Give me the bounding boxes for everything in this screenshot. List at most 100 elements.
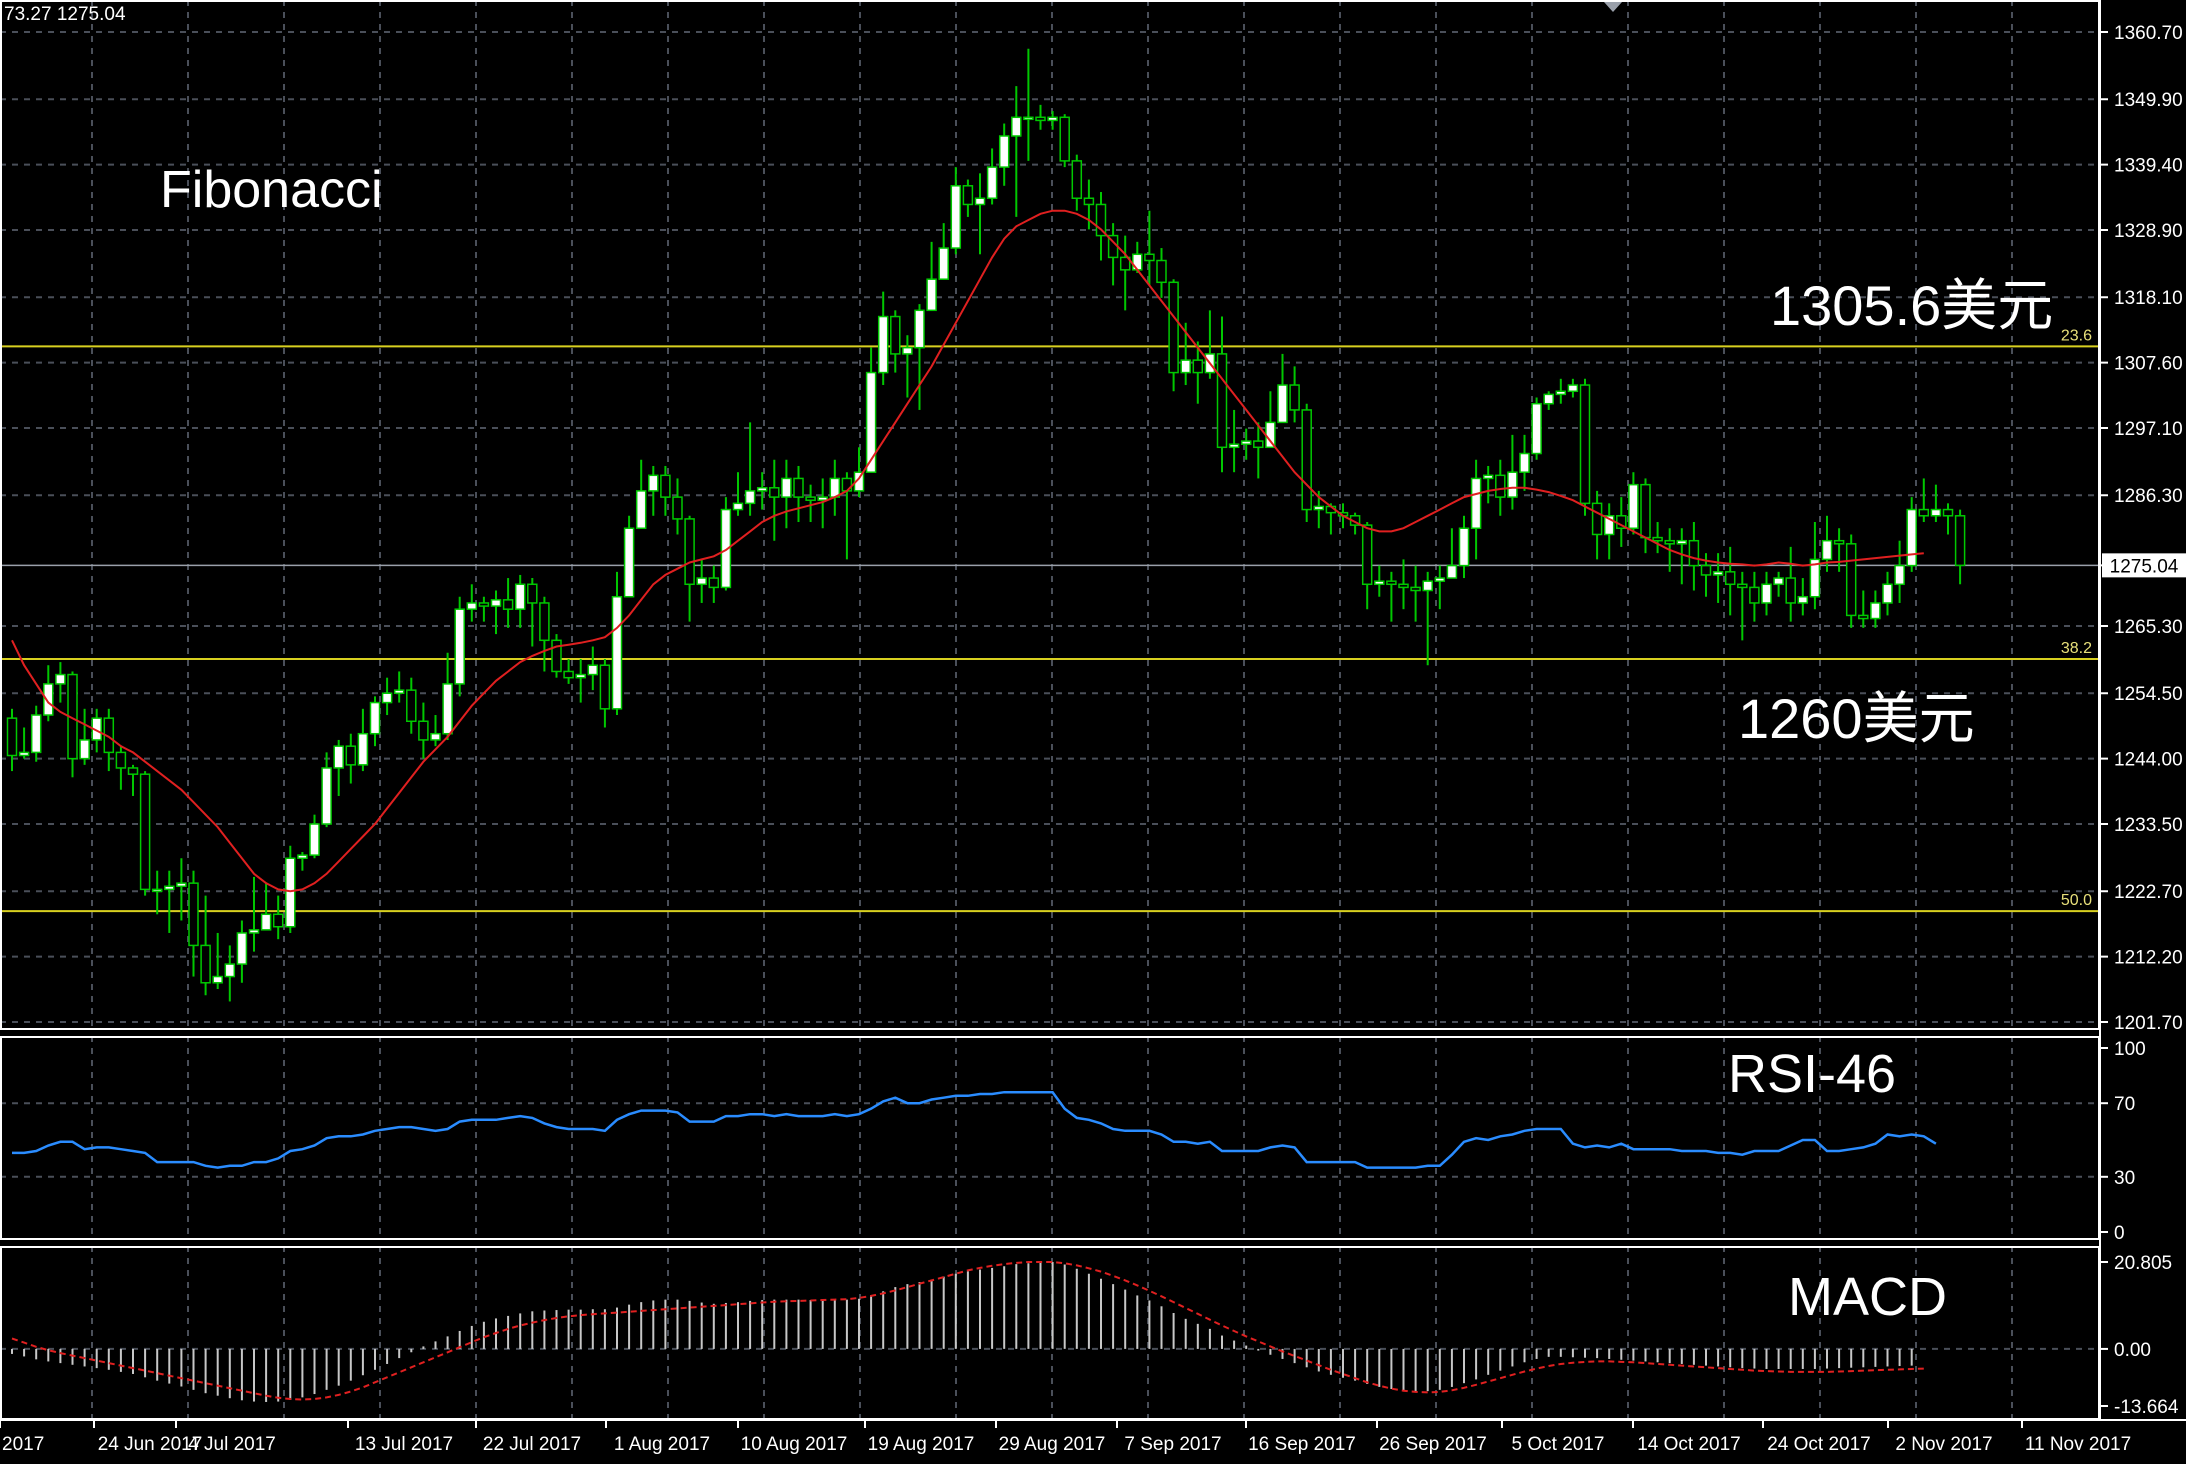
candle-bull: [623, 527, 635, 598]
candle-bull: [1809, 558, 1821, 598]
time-axis-label: 2 Nov 2017: [1895, 1434, 1992, 1455]
candle-bear: [890, 315, 901, 355]
candle-bear: [1724, 571, 1736, 586]
macd-signal-line: [11, 1261, 1924, 1401]
macd-axis-label: 0.00: [2114, 1340, 2151, 1361]
upper-level-annotation: 1305.6美元: [1770, 274, 2053, 337]
candle-bear: [478, 602, 490, 607]
grid: [0, 0, 2100, 1420]
candle-bull: [1132, 253, 1143, 271]
macd-panel: [11, 1261, 1924, 1402]
candle-bear: [1035, 116, 1046, 122]
candle-bull: [1458, 527, 1470, 567]
candle-bull: [926, 278, 937, 312]
candle-bear: [127, 767, 139, 775]
current-price-label: 1275.04: [2110, 556, 2179, 577]
scroll-marker-icon[interactable]: [1604, 2, 1622, 12]
candle-bull: [260, 913, 272, 931]
macd-label: MACD: [1788, 1267, 1947, 1327]
candle-bull: [1821, 539, 1833, 561]
candle-bull: [151, 888, 163, 893]
candle-bull: [974, 197, 986, 206]
candle-bear: [1059, 116, 1070, 162]
candle-bull: [829, 477, 841, 498]
candle-bull: [514, 583, 526, 610]
candle-bear: [539, 602, 550, 642]
candle-bear: [1361, 524, 1373, 586]
candle-bull: [1603, 515, 1615, 536]
price-axis-label: 1307.60: [2114, 354, 2183, 375]
candle-bull: [1676, 539, 1688, 545]
candle-bear: [1301, 409, 1312, 511]
candle-bull: [635, 490, 647, 529]
candle-bull: [853, 471, 865, 492]
fibonacci-levels: 23.6 38.2 50.0: [0, 327, 2100, 913]
candle-bull: [1228, 443, 1240, 449]
time-axis-label: 26 Sep 2017: [1379, 1434, 1487, 1455]
candle-bull: [902, 346, 913, 355]
candle-bull: [55, 673, 66, 685]
time-axis-label: 2017: [2, 1434, 44, 1455]
candle-bull: [333, 745, 344, 769]
candle-bear: [1954, 515, 1966, 567]
time-axis-label: 24 Jun 2017: [98, 1434, 203, 1455]
candle-bull: [1470, 477, 1482, 529]
candle-bull: [914, 309, 925, 349]
time-axis-label: 7 Sep 2017: [1124, 1434, 1221, 1455]
candle-bull: [176, 882, 187, 888]
candle-bear: [1942, 508, 1954, 517]
rsi-line: [12, 1090, 1937, 1169]
time-axis-label: 4 Jul 2017: [188, 1434, 276, 1455]
candle-bull: [236, 932, 248, 965]
candle-bull: [865, 371, 877, 473]
price-axis-label: 1201.70: [2114, 1013, 2183, 1034]
candle-bull: [1240, 440, 1252, 445]
candle-bear: [115, 751, 127, 769]
candle-bull: [756, 487, 768, 492]
candle-bear: [272, 913, 284, 928]
candle-bear: [660, 474, 671, 498]
candle-bull: [466, 602, 478, 610]
candle-bull: [1482, 474, 1494, 480]
candle-bear: [962, 185, 974, 206]
price-axis: 1360.70 1349.90 1339.40 1328.90 1318.10 1307.…: [2100, 23, 2186, 1418]
candle-bull: [1797, 595, 1809, 604]
candle-bear: [1119, 256, 1131, 271]
candle-bull: [1531, 402, 1542, 455]
candle-bear: [1144, 253, 1155, 262]
candle-bull: [1446, 564, 1458, 579]
candle-bull: [79, 739, 90, 760]
candle-bull: [1434, 577, 1446, 582]
candle-bull: [1374, 580, 1385, 586]
fib-level-label: 38.2: [2061, 640, 2092, 657]
price-axis-label: 1286.30: [2114, 486, 2183, 507]
candle-bull: [1930, 508, 1942, 517]
rsi-panel: [12, 1090, 1937, 1169]
candle-bear: [406, 689, 417, 723]
price-candles: [6, 48, 1966, 1002]
candle-bear: [1410, 586, 1421, 592]
candle-bull: [1422, 580, 1433, 592]
candle-bull: [1543, 393, 1554, 405]
candle-bull: [1882, 583, 1893, 604]
candle-bear: [551, 639, 562, 673]
time-axis-label: 10 Aug 2017: [741, 1434, 848, 1455]
macd-axis-label: -13.664: [2114, 1397, 2179, 1418]
candle-bear: [1833, 539, 1845, 545]
candle-bear: [684, 518, 695, 586]
candle-bear: [1083, 197, 1095, 206]
candle-bull: [744, 490, 756, 505]
candle-bull: [998, 135, 1010, 168]
candle-bear: [1192, 359, 1204, 374]
candle-bear: [708, 577, 720, 589]
price-axis-label: 1318.10: [2114, 288, 2183, 309]
candle-bull: [164, 885, 175, 891]
price-axis-label: 1265.30: [2114, 617, 2183, 638]
candle-bull: [732, 502, 744, 511]
candle-bull: [1894, 564, 1905, 586]
candle-bear: [1579, 384, 1591, 505]
candle-bear: [1737, 583, 1748, 589]
price-axis-label: 1297.10: [2114, 419, 2183, 440]
